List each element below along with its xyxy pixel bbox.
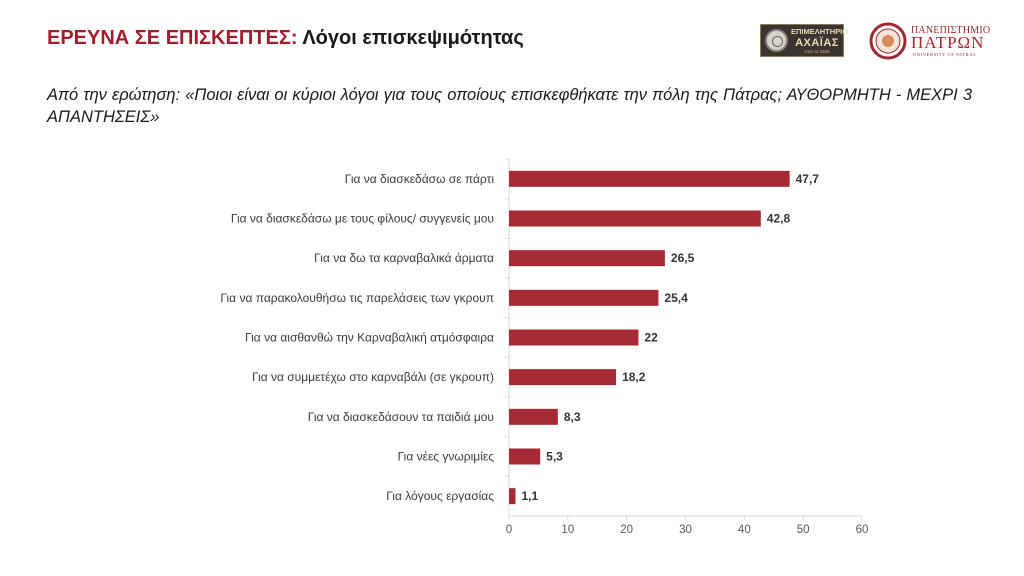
data-label: 47,7 (796, 172, 820, 186)
data-label: 26,5 (671, 251, 695, 265)
chamber-logo-line3: Από το 1836 (804, 49, 830, 54)
x-tick-label: 10 (561, 524, 574, 536)
category-label: Για να δω τα καρναβαλικά άρματα (314, 251, 494, 265)
data-label: 42,8 (767, 212, 791, 226)
bar (509, 488, 516, 505)
category-label: Για να παρακολουθήσω τις παρελάσεις των … (220, 291, 494, 305)
bar (509, 408, 558, 425)
category-label: Για να διασκεδάσω με τους φίλους/ συγγεν… (231, 212, 494, 226)
x-tick-label: 0 (506, 524, 512, 536)
page-title: ΕΡΕΥΝΑ ΣΕ ΕΠΙΣΚΕΠΤΕΣ: Λόγοι επισκεψιμότη… (47, 27, 524, 50)
chamber-logo: ΕΠΙΜΕΛΗΤΗΡΙΟ ΑΧΑΪΑΣ Από το 1836 (760, 24, 849, 57)
data-label: 5,3 (546, 450, 563, 464)
bar (509, 448, 541, 465)
bar (509, 369, 617, 386)
question-subtitle: Από την ερώτηση: «Ποιοι είναι οι κύριοι … (47, 86, 972, 126)
bar (509, 170, 790, 187)
category-label: Για λόγους εργασίας (386, 489, 494, 503)
university-logo-line2: ΠΑΤΡΩΝ (911, 33, 985, 52)
x-tick-label: 30 (679, 524, 692, 536)
chamber-logo-line2: ΑΧΑΪΑΣ (795, 37, 839, 49)
bar (509, 250, 665, 267)
title-main: Λόγοι επισκεψιμότητας (302, 27, 524, 49)
chamber-logo-line1: ΕΠΙΜΕΛΗΤΗΡΙΟ (791, 27, 849, 36)
category-label: Για να συμμετέχω στο καρναβάλι (σε γκρου… (252, 370, 494, 384)
university-logo: ΠΑΝΕΠΙΣΤΗΜΙΟ ΠΑΤΡΩΝ UNIVERSITY OF PATRAS (869, 22, 991, 60)
university-seal-icon (869, 22, 907, 60)
data-label: 1,1 (521, 489, 538, 503)
university-logo-line1: ΠΑΝΕΠΙΣΤΗΜΙΟ (911, 25, 991, 36)
data-label: 22 (644, 331, 658, 345)
data-label: 25,4 (664, 291, 688, 305)
category-label: Για να διασκεδάσω σε πάρτι (345, 172, 495, 186)
x-tick-label: 60 (856, 524, 869, 536)
x-tick-label: 20 (620, 524, 633, 536)
chamber-seal-icon (765, 29, 788, 52)
x-tick-label: 50 (797, 524, 810, 536)
bar (509, 289, 659, 306)
title-prefix: ΕΡΕΥΝΑ ΣΕ ΕΠΙΣΚΕΠΤΕΣ: (47, 27, 298, 49)
category-label: Για νέες γνωριμίες (398, 450, 495, 464)
bar (509, 329, 639, 346)
category-label: Για να διασκεδάσουν τα παιδιά μου (308, 410, 494, 424)
university-logo-line3: UNIVERSITY OF PATRAS (913, 52, 977, 57)
bar (509, 210, 761, 227)
data-label: 18,2 (622, 370, 646, 384)
x-tick-label: 40 (738, 524, 751, 536)
category-label: Για να αισθανθώ την Καρναβαλική ατμόσφαι… (245, 331, 494, 345)
data-label: 8,3 (564, 410, 581, 424)
